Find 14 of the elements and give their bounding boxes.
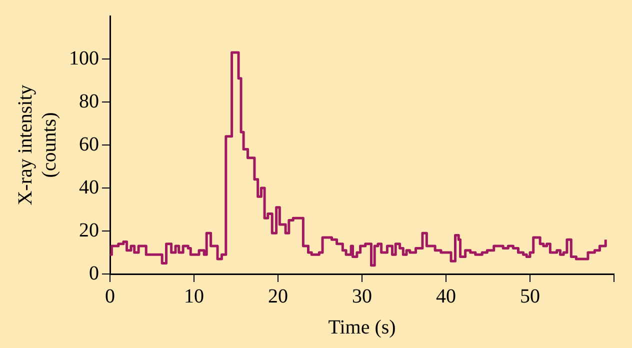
x-tick-label: 40	[436, 285, 456, 308]
y-tick-label: 0	[89, 262, 99, 284]
y-tick-label: 20	[79, 219, 99, 242]
x-tick-label: 10	[184, 285, 204, 308]
x-tick-label: 0	[105, 285, 115, 308]
x-tick-label: 20	[268, 285, 288, 308]
y-tick-label: 100	[69, 47, 99, 70]
y-tick-label: 40	[79, 176, 99, 198]
y-tick-label: 80	[79, 90, 99, 112]
x-axis-title: Time (s)	[328, 316, 396, 338]
y-axis-title: X-ray intensity (counts)	[14, 84, 60, 206]
x-tick-label: 50	[520, 285, 540, 308]
y-tick-label: 60	[79, 133, 99, 156]
x-tick-label: 30	[352, 285, 372, 308]
